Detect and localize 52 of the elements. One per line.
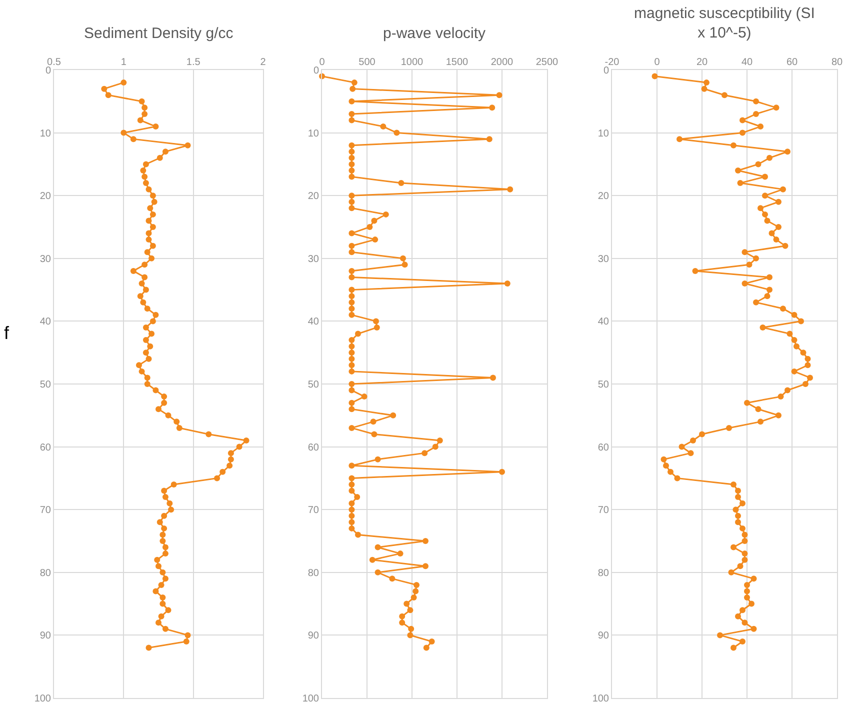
x-tick-label: 2000 bbox=[490, 57, 514, 68]
y-tick-label: 40 bbox=[308, 316, 320, 328]
y-tick-label: 90 bbox=[598, 630, 610, 642]
y-tick-label: 50 bbox=[40, 380, 52, 390]
y-tick-label: 30 bbox=[40, 254, 52, 265]
y-tick-label: 0 bbox=[603, 66, 610, 76]
x-tick-label: 1500 bbox=[446, 57, 469, 68]
x-tick-label: 40 bbox=[741, 57, 753, 68]
y-tick-label: 10 bbox=[40, 128, 52, 140]
y-tick-label: 50 bbox=[308, 380, 320, 390]
y-tick-label: 80 bbox=[40, 568, 52, 579]
y-tick-label: 0 bbox=[313, 66, 320, 76]
y-tick-label: 80 bbox=[598, 568, 610, 579]
chart-title: Sediment Density g/cc bbox=[84, 25, 234, 42]
y-tick-label: 30 bbox=[308, 254, 320, 265]
chart-title: p-wave velocity bbox=[383, 25, 486, 42]
y-tick-label: 70 bbox=[308, 505, 320, 516]
y-tick-label: 80 bbox=[308, 568, 320, 579]
y-axis-title: f bbox=[4, 323, 10, 343]
x-tick-label: 500 bbox=[358, 57, 376, 68]
chart-title: magnetic suscecptibility (SI x 10^-5) bbox=[634, 5, 815, 42]
y-tick-label: 20 bbox=[308, 191, 320, 202]
y-tick-label: 70 bbox=[40, 505, 52, 516]
y-tick-label: 40 bbox=[40, 316, 52, 328]
y-tick-label: 90 bbox=[40, 630, 52, 642]
y-tick-label: 60 bbox=[308, 442, 320, 454]
x-tick-label: 60 bbox=[786, 57, 798, 68]
y-tick-label: 20 bbox=[598, 191, 610, 202]
y-tick-label: 40 bbox=[598, 316, 610, 328]
x-tick-label: 1000 bbox=[400, 57, 424, 68]
x-tick-label: 20 bbox=[696, 57, 708, 68]
x-tick-label: 1.5 bbox=[186, 57, 201, 68]
y-tick-label: 50 bbox=[598, 380, 610, 390]
y-tick-label: 90 bbox=[308, 630, 320, 642]
y-tick-label: 70 bbox=[598, 505, 610, 516]
y-tick-label: 0 bbox=[45, 66, 52, 76]
x-tick-label: 2500 bbox=[536, 57, 559, 68]
x-tick-label: 0 bbox=[654, 57, 660, 68]
y-tick-label: 30 bbox=[598, 254, 610, 265]
y-tick-label: 60 bbox=[598, 442, 610, 454]
y-tick-label: 100 bbox=[302, 694, 320, 704]
y-tick-label: 100 bbox=[592, 694, 610, 704]
y-tick-label: 20 bbox=[40, 191, 52, 202]
y-tick-label: 10 bbox=[308, 128, 320, 140]
x-tick-label: 1 bbox=[120, 57, 127, 68]
x-tick-label: 80 bbox=[831, 57, 843, 68]
x-tick-label: 2 bbox=[260, 57, 266, 68]
y-tick-label: 100 bbox=[34, 694, 52, 704]
x-tick-label: -20 bbox=[604, 57, 620, 68]
y-tick-label: 60 bbox=[40, 442, 52, 454]
x-tick-label: 0.5 bbox=[47, 57, 62, 68]
y-tick-label: 10 bbox=[598, 128, 610, 140]
